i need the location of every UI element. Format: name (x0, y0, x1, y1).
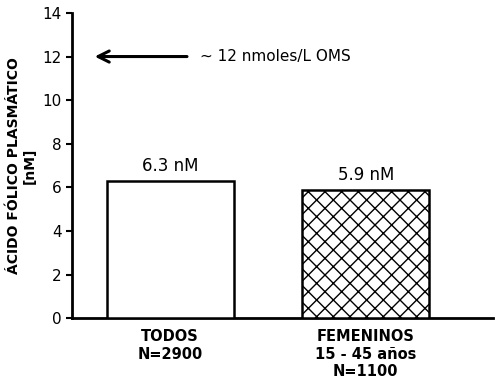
Bar (302, 190, 430, 318)
Y-axis label: ÁCIDO FÓLICO PLASMÁTICO
[nM]: ÁCIDO FÓLICO PLASMÁTICO [nM] (7, 57, 37, 274)
Text: 6.3 nM: 6.3 nM (142, 157, 199, 175)
Text: ~ 12 nmoles/L OMS: ~ 12 nmoles/L OMS (200, 49, 350, 64)
Bar (106, 181, 234, 318)
Text: 5.9 nM: 5.9 nM (338, 166, 394, 184)
